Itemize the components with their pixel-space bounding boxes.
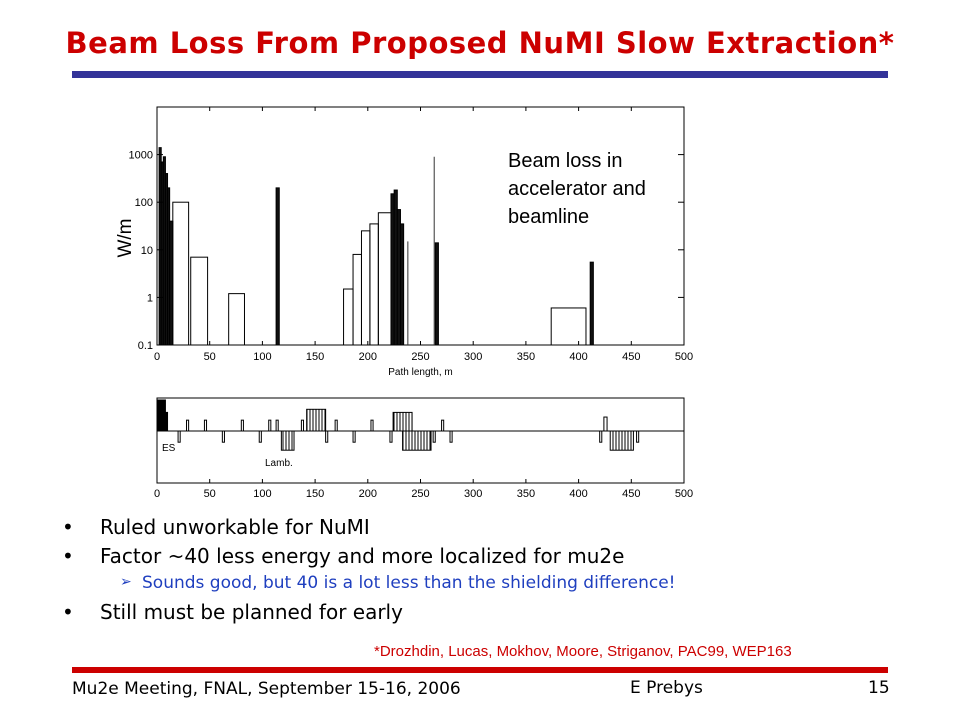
y-axis-label: W/m (115, 218, 136, 257)
x-tick-label: 400 (569, 351, 587, 363)
lattice-element (177, 430, 181, 443)
lattice-element (280, 430, 295, 451)
plot-frame (156, 106, 685, 346)
x-tick-label: 300 (464, 488, 482, 500)
footer-rule (72, 667, 888, 673)
x-tick-label: 350 (517, 351, 535, 363)
bullet-text: Sounds good, but 40 is a lot less than t… (142, 573, 676, 593)
sub-bullet-item: ➢ Sounds good, but 40 is a lot less than … (62, 573, 902, 600)
lattice-element (258, 430, 262, 443)
bullet-dot-icon: • (62, 515, 74, 539)
footer-meeting: Mu2e Meeting, FNAL, September 15-16, 200… (72, 679, 461, 699)
x-tick-label: 100 (253, 488, 271, 500)
lattice-element (636, 430, 640, 443)
x-tick-label: 150 (306, 351, 324, 363)
loss-bar (399, 223, 405, 346)
lattice-element (609, 430, 634, 451)
x-tick-label: 0 (154, 488, 160, 500)
beam-loss-chart: 0 50 100 150 200 250 300 350 400 450 500 0.1 1 10 100 1… (115, 106, 693, 378)
x-tick-label: 50 (204, 488, 216, 500)
bullet-list: • Ruled unworkable for NuMI • Factor ~40 le… (62, 515, 902, 629)
lattice-element (164, 411, 169, 432)
loss-bar (360, 230, 371, 346)
y-tick-label: 10 (141, 245, 153, 257)
lattice-element (392, 411, 413, 432)
lattice-element (334, 419, 338, 432)
x-tick-label: 350 (517, 488, 535, 500)
bullet-dot-icon: • (62, 600, 74, 624)
arrow-bullet-icon: ➢ (120, 574, 132, 590)
lattice-element (603, 416, 608, 432)
lattice-element (441, 419, 445, 432)
title-underline (72, 71, 888, 78)
bullet-dot-icon: • (62, 544, 74, 568)
loss-bar (377, 212, 392, 346)
lattice-element (186, 419, 190, 432)
y-tick-label: 1 (147, 292, 153, 304)
bullet-text: Ruled unworkable for NuMI (100, 515, 370, 539)
loss-bar (228, 293, 245, 346)
lattice-element (203, 419, 208, 432)
lattice-element (370, 419, 374, 432)
lattice-element (268, 419, 272, 432)
chart-annotation-line: accelerator and (508, 178, 646, 200)
x-tick-label: 150 (306, 488, 324, 500)
y-tick-label: 1000 (129, 150, 153, 162)
x-tick-label: 200 (359, 488, 377, 500)
x-tick-label: 100 (253, 351, 271, 363)
lattice-element (275, 419, 279, 432)
lattice-element (389, 430, 393, 443)
bullet-text: Factor ~40 less energy and more localize… (100, 544, 625, 568)
slide-title: Beam Loss From Proposed NuMI Slow Extrac… (65, 26, 895, 60)
lattice-element (352, 430, 356, 443)
loss-bar (550, 307, 587, 346)
lattice-label-es: ES (162, 443, 176, 454)
loss-bar (589, 261, 594, 346)
x-tick-label: 250 (411, 351, 429, 363)
loss-bar (172, 201, 190, 346)
bullet-item: • Factor ~40 less energy and more localiz… (62, 544, 902, 573)
bullet-item: • Still must be planned for early (62, 600, 902, 629)
lattice-element (402, 430, 432, 451)
x-tick-label: 250 (411, 488, 429, 500)
footer-author: E Prebys (630, 678, 703, 698)
chart-annotation-line: Beam loss in (508, 150, 623, 172)
lattice-element (306, 408, 327, 432)
loss-bar (369, 223, 379, 346)
loss-bar (352, 253, 362, 346)
bullet-item: • Ruled unworkable for NuMI (62, 515, 902, 544)
y-tick-label: 100 (135, 197, 153, 209)
x-axis-label: Path length, m (388, 367, 452, 378)
x-tick-label: 0 (154, 351, 160, 363)
loss-bar (275, 187, 280, 346)
lattice-element (300, 419, 305, 432)
loss-bar (434, 242, 439, 346)
x-tick-label: 50 (204, 351, 216, 363)
lattice-element (432, 430, 436, 443)
lattice-element (449, 430, 453, 443)
lattice-chart: 0 50 100 150 200 250 300 350 400 450 500 ES Lamb. (154, 397, 693, 500)
lattice-element (325, 430, 329, 443)
lattice-element (599, 430, 603, 443)
lattice-element (156, 399, 166, 432)
citation: *Drozhdin, Lucas, Mokhov, Moore, Strigan… (374, 643, 792, 660)
x-tick-label: 300 (464, 351, 482, 363)
chart-annotation-line: beamline (508, 206, 589, 228)
x-tick-label: 400 (569, 488, 587, 500)
bullet-text: Still must be planned for early (100, 600, 403, 624)
loss-bar (190, 256, 209, 346)
y-tick-label: 0.1 (138, 340, 153, 352)
loss-bar (343, 288, 354, 346)
lattice-element (221, 430, 225, 443)
lattice-label-lamb: Lamb. (265, 458, 293, 469)
x-tick-label: 500 (675, 488, 693, 500)
page-number: 15 (868, 678, 890, 698)
x-tick-label: 450 (622, 351, 640, 363)
x-tick-label: 500 (675, 351, 693, 363)
x-tick-label: 450 (622, 488, 640, 500)
x-tick-label: 200 (359, 351, 377, 363)
lattice-element (240, 419, 244, 432)
